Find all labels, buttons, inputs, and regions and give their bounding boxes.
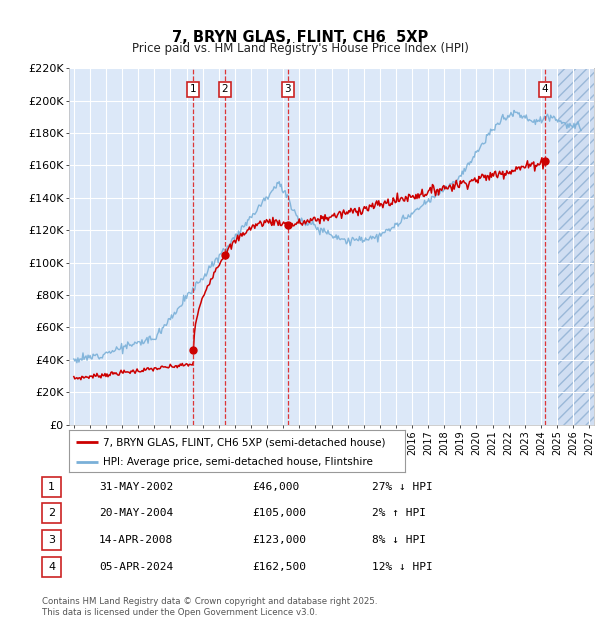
Text: 4: 4 xyxy=(542,84,548,94)
Text: £46,000: £46,000 xyxy=(252,482,299,492)
Bar xyxy=(557,68,594,425)
Text: 12% ↓ HPI: 12% ↓ HPI xyxy=(372,562,433,572)
Text: 05-APR-2024: 05-APR-2024 xyxy=(99,562,173,572)
Text: 7, BRYN GLAS, FLINT, CH6 5XP (semi-detached house): 7, BRYN GLAS, FLINT, CH6 5XP (semi-detac… xyxy=(103,437,385,447)
Text: 1: 1 xyxy=(190,84,197,94)
Text: 4: 4 xyxy=(48,562,55,572)
Text: Price paid vs. HM Land Registry's House Price Index (HPI): Price paid vs. HM Land Registry's House … xyxy=(131,42,469,55)
Text: Contains HM Land Registry data © Crown copyright and database right 2025.
This d: Contains HM Land Registry data © Crown c… xyxy=(42,598,377,617)
Text: 27% ↓ HPI: 27% ↓ HPI xyxy=(372,482,433,492)
Text: £162,500: £162,500 xyxy=(252,562,306,572)
Text: 31-MAY-2002: 31-MAY-2002 xyxy=(99,482,173,492)
Text: 14-APR-2008: 14-APR-2008 xyxy=(99,535,173,545)
Text: 8% ↓ HPI: 8% ↓ HPI xyxy=(372,535,426,545)
Text: 2% ↑ HPI: 2% ↑ HPI xyxy=(372,508,426,518)
Text: 3: 3 xyxy=(284,84,291,94)
Text: HPI: Average price, semi-detached house, Flintshire: HPI: Average price, semi-detached house,… xyxy=(103,457,373,467)
Text: £105,000: £105,000 xyxy=(252,508,306,518)
Text: 2: 2 xyxy=(48,508,55,518)
Text: £123,000: £123,000 xyxy=(252,535,306,545)
Bar xyxy=(557,68,594,425)
Text: 2: 2 xyxy=(221,84,228,94)
Text: 20-MAY-2004: 20-MAY-2004 xyxy=(99,508,173,518)
Text: 3: 3 xyxy=(48,535,55,545)
Text: 1: 1 xyxy=(48,482,55,492)
Text: 7, BRYN GLAS, FLINT, CH6  5XP: 7, BRYN GLAS, FLINT, CH6 5XP xyxy=(172,30,428,45)
